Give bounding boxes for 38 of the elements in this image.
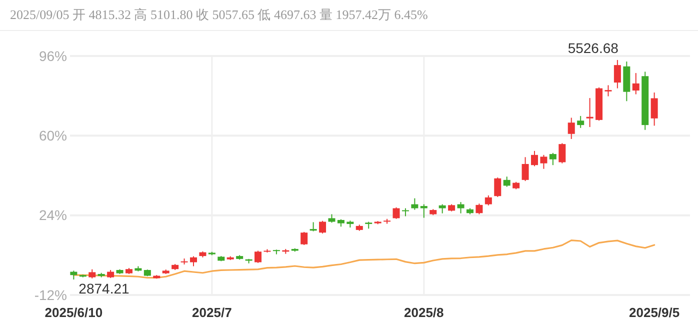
candlestick bbox=[586, 98, 594, 128]
candlestick bbox=[300, 231, 308, 246]
text: 5526.68 bbox=[568, 40, 619, 56]
candlestick bbox=[632, 72, 640, 95]
candlestick bbox=[190, 256, 197, 267]
candlestick bbox=[420, 204, 428, 218]
candlestick bbox=[577, 115, 584, 128]
candlestick bbox=[411, 198, 418, 210]
candlestick bbox=[494, 176, 502, 198]
annotation: 2874.21 bbox=[78, 280, 130, 297]
candlestick bbox=[254, 250, 262, 264]
candlestick bbox=[531, 150, 538, 167]
x-tick-label: 2025/6/10 bbox=[44, 305, 103, 320]
y-tick-label: -12% bbox=[34, 286, 67, 303]
candlestick bbox=[522, 156, 529, 182]
candlestick bbox=[476, 203, 483, 215]
candlestick bbox=[604, 84, 612, 97]
x-tick-label: 2025/8 bbox=[404, 305, 444, 320]
candlestick bbox=[568, 117, 575, 140]
candlestick bbox=[484, 194, 492, 206]
candlestick bbox=[438, 204, 446, 214]
candlestick bbox=[392, 206, 400, 220]
y-tick-label: 24% bbox=[38, 207, 67, 224]
chart-title: 2025/09/05 开 4815.32 高 5101.80 收 5057.65 低 4697.63 量 1957.42万 6.45% bbox=[10, 7, 428, 22]
y-tick-label: 96% bbox=[38, 48, 67, 64]
x-tick-label: 2025/7 bbox=[192, 305, 232, 320]
x-tick-label: 2025/9/5 bbox=[629, 305, 680, 320]
candlestick bbox=[319, 220, 326, 234]
candlestick bbox=[540, 154, 548, 170]
candlestick bbox=[650, 92, 658, 126]
candlestick bbox=[457, 202, 464, 214]
candlestick bbox=[549, 152, 556, 166]
y-tick-label: 60% bbox=[38, 128, 67, 144]
candlestick bbox=[558, 142, 566, 164]
candlestick bbox=[614, 59, 621, 89]
candlestick bbox=[503, 176, 510, 188]
candlestick bbox=[310, 222, 317, 232]
candlestick bbox=[88, 268, 96, 279]
